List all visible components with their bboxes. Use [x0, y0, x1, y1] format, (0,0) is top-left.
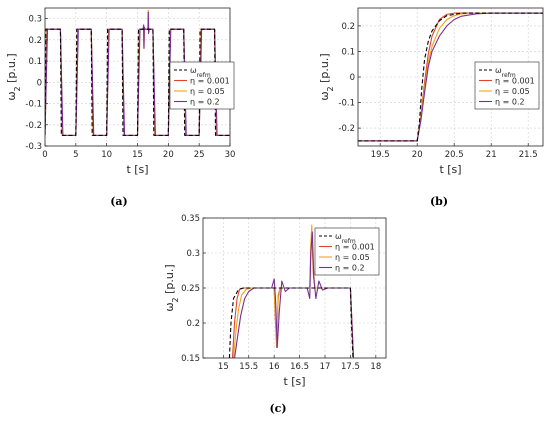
x-tick-label: 20.5	[445, 150, 464, 160]
legend-label: η = 0.2	[335, 264, 365, 273]
series-line-0	[228, 287, 354, 358]
y-axis-label: ω2 [p.u.]	[163, 264, 180, 311]
y-tick-label: 0.2	[28, 36, 42, 46]
x-tick-label: 17.5	[341, 362, 360, 372]
x-tick-label: 30	[225, 150, 236, 160]
x-tick-label: 15	[132, 150, 143, 160]
legend-label: η = 0.2	[190, 98, 220, 107]
x-tick-label: 20	[163, 150, 174, 160]
panel-caption: (c)	[269, 402, 286, 415]
y-axis-label: ω2 [p.u.]	[5, 53, 22, 100]
series-line-3	[358, 12, 543, 142]
x-tick-label: 21.5	[519, 150, 538, 160]
chart-a: 0 5 10 15 20 25 30 -0.3 -0.2 -0.1 0 0.1 0.2 0.3 t [s]…	[5, 7, 236, 208]
chart-b: 19.5 20 20.5 21 21.5 -0.2 -0.1 0 0.1 0.2 t [s] ω2…	[318, 7, 544, 208]
legend-label: η = 0.001	[495, 77, 535, 86]
legend-label: η = 0.05	[495, 87, 530, 96]
y-tick-label: 0.2	[186, 319, 200, 329]
x-tick-label: 5	[73, 150, 78, 160]
series-line-0	[45, 28, 230, 136]
panel-caption: (a)	[110, 195, 128, 208]
x-tick-label: 16	[269, 362, 280, 372]
legend-label: ωrefm	[190, 66, 211, 79]
y-tick-label: 0.25	[181, 284, 200, 294]
legend-label: η = 0.05	[335, 253, 370, 262]
x-tick-label: 19.5	[371, 150, 390, 160]
x-tick-label: 0	[42, 150, 47, 160]
y-tick-label: -0.2	[338, 124, 355, 134]
legend-label: ωrefm	[335, 232, 356, 245]
chart-c: 15 15.5 16 16.5 17 17.5 18 0.15 0.2 0.25 0.3 0.35 t…	[163, 214, 387, 415]
series-line-3	[233, 231, 355, 358]
x-tick-label: 17	[320, 362, 331, 372]
x-tick-label: 18	[370, 362, 381, 372]
x-tick-label: 21	[486, 150, 497, 160]
x-tick-label: 10	[101, 150, 112, 160]
y-tick-label: -0.1	[338, 99, 355, 109]
legend-label: η = 0.001	[190, 77, 230, 86]
y-tick-label: -0.3	[25, 142, 42, 152]
y-axis-label: ω2 [p.u.]	[318, 53, 335, 100]
y-tick-label: 0.1	[341, 47, 355, 57]
legend-label: η = 0.05	[190, 87, 225, 96]
x-tick-label: 15.5	[239, 362, 258, 372]
x-axis-label: t [s]	[283, 375, 305, 388]
y-tick-label: 0	[350, 73, 355, 83]
y-tick-label: -0.2	[25, 121, 42, 131]
y-tick-label: 0.3	[28, 15, 42, 25]
x-axis-label: t [s]	[126, 163, 148, 176]
y-tick-label: 0.3	[186, 249, 200, 259]
legend-label: η = 0.2	[495, 98, 525, 107]
x-tick-label: 20	[412, 150, 423, 160]
x-tick-label: 16.5	[290, 362, 309, 372]
y-tick-label: -0.1	[25, 100, 42, 110]
y-tick-label: 0.1	[28, 57, 42, 67]
y-tick-label: 0.35	[181, 214, 200, 224]
y-tick-label: 0.2	[341, 22, 355, 32]
legend-label: ωrefm	[495, 66, 516, 79]
x-tick-label: 25	[194, 150, 205, 160]
legend-label: η = 0.001	[335, 243, 375, 252]
x-tick-label: 15	[218, 362, 229, 372]
y-tick-label: 0.15	[181, 354, 200, 364]
y-tick-label: 0	[37, 78, 42, 88]
series-line-0	[358, 12, 543, 142]
x-axis-label: t [s]	[439, 163, 461, 176]
panel-caption: (b)	[430, 195, 448, 208]
